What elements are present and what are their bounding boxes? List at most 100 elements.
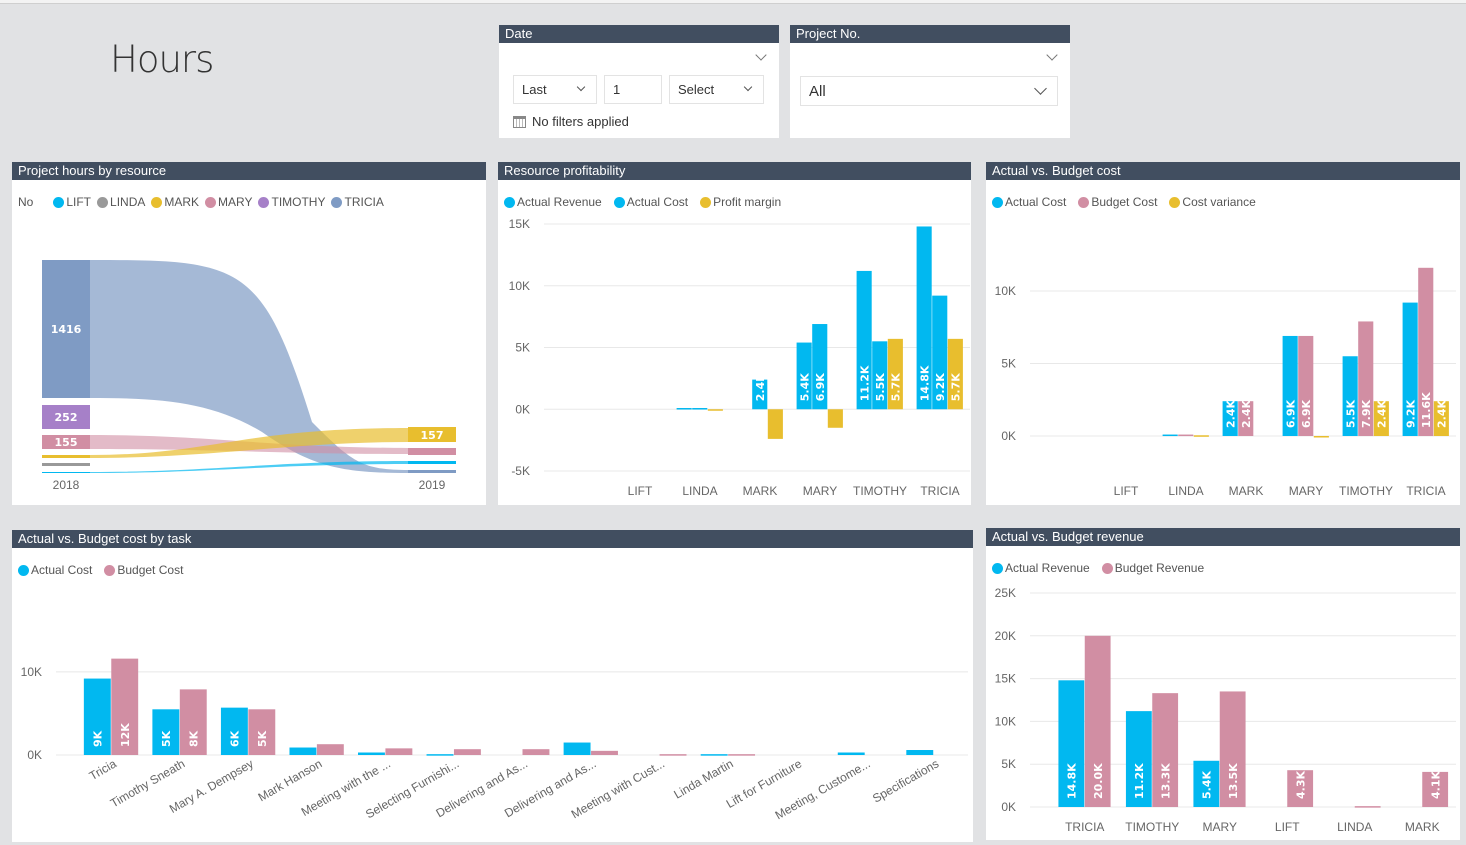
node-tricia-2019[interactable] xyxy=(408,470,456,473)
bar-meeting-with-the--actual-cost[interactable] xyxy=(358,752,385,755)
bar-mary-profit-margin[interactable] xyxy=(827,409,843,428)
node-tricia-2018[interactable] xyxy=(42,260,90,398)
bar-mary-actual-revenue[interactable] xyxy=(796,342,812,410)
legend-item-linda[interactable]: LINDA xyxy=(97,195,145,209)
date-count-input[interactable]: 1 xyxy=(604,75,662,104)
bar-mary-cost-variance[interactable] xyxy=(1313,436,1329,438)
legend-item-mark[interactable]: MARK xyxy=(151,195,199,209)
legend-item-tricia[interactable]: TRICIA xyxy=(331,195,384,209)
bar-linda-profit-margin[interactable] xyxy=(707,409,723,411)
legend-item-cost-variance[interactable]: Cost variance xyxy=(1169,195,1256,209)
legend-item-lift[interactable]: LIFT xyxy=(53,195,91,209)
ribbon-lift[interactable] xyxy=(90,461,408,473)
bar-timothy-actual-revenue[interactable] xyxy=(856,270,872,410)
node-timothy-2018[interactable] xyxy=(42,405,90,429)
bar-timothy-actual-cost[interactable] xyxy=(1342,356,1358,436)
bar-mary-a-dempsey-budget-cost[interactable] xyxy=(248,709,276,755)
bar-tricia-actual-revenue[interactable] xyxy=(1058,680,1085,807)
legend-dot-icon xyxy=(992,562,1003,574)
bar-delivering-and-as--budget-cost[interactable] xyxy=(591,750,618,755)
project-dropdown[interactable]: All xyxy=(800,76,1058,106)
bar-tricia-cost-variance[interactable] xyxy=(1433,401,1449,436)
bar-mary-actual-cost[interactable] xyxy=(1282,335,1298,436)
bar-tricia-actual-cost[interactable] xyxy=(83,678,111,755)
legend-item-actual-revenue[interactable]: Actual Revenue xyxy=(504,195,602,209)
bar-linda-actual-revenue[interactable] xyxy=(676,408,692,410)
bar-tricia-actual-cost[interactable] xyxy=(932,295,948,410)
legend-dot-icon xyxy=(18,564,29,576)
legend-item-actual-cost[interactable]: Actual Cost xyxy=(992,195,1066,209)
legend-item-actual-revenue[interactable]: Actual Revenue xyxy=(992,561,1090,575)
bar-linda-martin-budget-cost[interactable] xyxy=(728,754,756,756)
bar-meeting-with-cust--budget-cost[interactable] xyxy=(659,754,687,756)
bar-linda-cost-variance[interactable] xyxy=(1193,435,1209,437)
ribbon-mark[interactable] xyxy=(90,428,408,458)
legend-item-actual-cost[interactable]: Actual Cost xyxy=(613,195,688,209)
bar-lift-budget-revenue[interactable] xyxy=(1287,770,1314,807)
node-lift-2019[interactable] xyxy=(408,461,456,464)
bar-data-label: 5.4K xyxy=(798,373,811,401)
bar-linda-actual-cost[interactable] xyxy=(1162,434,1178,437)
bar-delivering-and-as--actual-cost[interactable] xyxy=(563,742,591,755)
legend-item-timothy[interactable]: TIMOTHY xyxy=(258,195,325,209)
bar-mark-hanson-actual-cost[interactable] xyxy=(289,747,317,755)
bar-mary-actual-revenue[interactable] xyxy=(1193,760,1220,807)
bar-meeting-custome--actual-cost[interactable] xyxy=(837,752,865,755)
chevron-down-icon[interactable] xyxy=(1046,49,1058,61)
bar-data-label: 2.4K xyxy=(1436,400,1449,428)
y-tick-label: 0K xyxy=(27,748,42,762)
legend-item-budget-cost[interactable]: Budget Cost xyxy=(1078,195,1157,209)
bar-timothy-sneath-actual-cost[interactable] xyxy=(152,709,180,755)
bar-mark-actual-cost[interactable] xyxy=(752,379,768,410)
bar-tricia-budget-revenue[interactable] xyxy=(1084,635,1111,807)
legend-item-budget-revenue[interactable]: Budget Revenue xyxy=(1101,561,1204,575)
bar-delivering-and-as--budget-cost[interactable] xyxy=(522,749,550,755)
node-linda-2018[interactable] xyxy=(42,463,90,466)
y-tick-label: 10K xyxy=(995,714,1016,728)
bar-mary-budget-cost[interactable] xyxy=(1298,335,1314,436)
node-mary-2019[interactable] xyxy=(408,448,456,455)
node-mark-2018[interactable] xyxy=(42,455,90,458)
bar-mark-actual-cost[interactable] xyxy=(1222,401,1238,436)
ribbon-tricia[interactable] xyxy=(90,260,408,473)
bar-tricia-profit-margin[interactable] xyxy=(947,338,963,410)
legend-item-profit-margin[interactable]: Profit margin xyxy=(700,195,781,209)
node-mary-2018[interactable] xyxy=(42,435,90,449)
bar-specifications-actual-cost[interactable] xyxy=(906,750,934,755)
bar-linda-budget-revenue[interactable] xyxy=(1354,806,1381,808)
legend-item-mary[interactable]: MARY xyxy=(205,195,252,209)
bar-timothy-cost-variance[interactable] xyxy=(1373,401,1389,436)
legend-item-actual-cost[interactable]: Actual Cost xyxy=(18,563,92,577)
bar-timothy-profit-margin[interactable] xyxy=(887,338,903,410)
chevron-down-icon[interactable] xyxy=(755,49,767,61)
bar-mary-a-dempsey-actual-cost[interactable] xyxy=(220,707,248,755)
bar-timothy-sneath-budget-cost[interactable] xyxy=(179,689,207,755)
bar-mark-budget-cost[interactable] xyxy=(1238,401,1254,436)
bar-tricia-actual-revenue[interactable] xyxy=(916,226,932,410)
bar-linda-martin-actual-cost[interactable] xyxy=(700,754,728,756)
node-mark-2019[interactable] xyxy=(408,427,456,442)
bar-selecting-furnishi--budget-cost[interactable] xyxy=(453,749,481,755)
legend-item-budget-cost[interactable]: Budget Cost xyxy=(104,563,183,577)
legend-dot-icon xyxy=(151,196,163,208)
bar-mary-budget-revenue[interactable] xyxy=(1219,691,1246,807)
bar-tricia-budget-cost[interactable] xyxy=(1418,267,1434,436)
legend-dot-icon xyxy=(97,196,109,208)
bar-timothy-budget-cost[interactable] xyxy=(1358,321,1374,436)
date-mode-dropdown[interactable]: Last xyxy=(513,75,597,104)
bar-tricia-actual-cost[interactable] xyxy=(1402,302,1418,436)
bar-selecting-furnishi--actual-cost[interactable] xyxy=(426,754,454,756)
bar-timothy-actual-revenue[interactable] xyxy=(1125,711,1152,807)
bar-mark-budget-revenue[interactable] xyxy=(1422,771,1449,807)
bar-tricia-budget-cost[interactable] xyxy=(111,658,139,755)
bar-linda-budget-cost[interactable] xyxy=(1178,434,1194,437)
bar-timothy-budget-revenue[interactable] xyxy=(1152,693,1179,807)
bar-meeting-with-the--budget-cost[interactable] xyxy=(385,748,413,755)
bar-mark-hanson-budget-cost[interactable] xyxy=(316,744,344,755)
bar-linda-actual-cost[interactable] xyxy=(692,408,708,410)
bar-timothy-actual-cost[interactable] xyxy=(872,341,888,410)
bar-mary-actual-cost[interactable] xyxy=(812,324,828,410)
date-unit-dropdown[interactable]: Select xyxy=(669,75,764,104)
bar-mark-profit-margin[interactable] xyxy=(767,409,783,439)
node-lift-2018[interactable] xyxy=(42,472,90,473)
